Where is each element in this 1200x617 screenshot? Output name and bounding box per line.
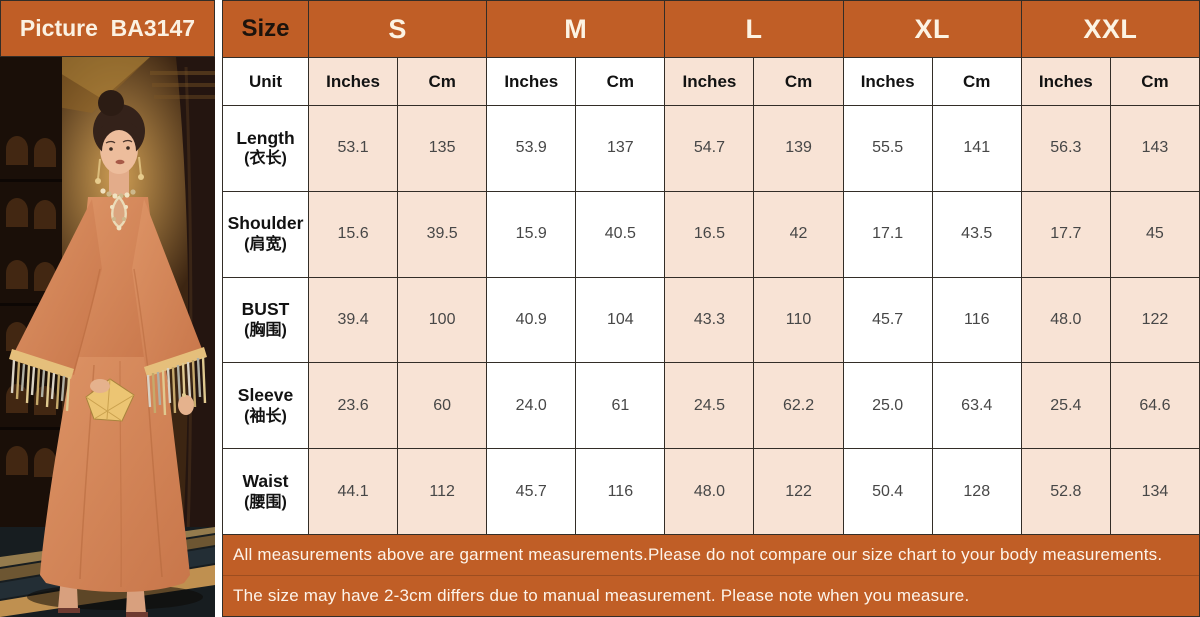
unit-cell: Cm <box>576 58 666 106</box>
unit-cell: Inches <box>665 58 755 106</box>
size-value-cell: 45 <box>1110 191 1200 278</box>
picture-title: Picture BA3147 <box>19 15 196 41</box>
note-line-1: All measurements above are garment measu… <box>233 545 1163 564</box>
size-value-cell: 50.4 <box>843 449 933 535</box>
size-value-cell: 122 <box>754 449 844 535</box>
size-value-cell: 17.1 <box>843 191 933 278</box>
unit-cell: Inches <box>843 58 933 106</box>
unit-cell: Cm <box>754 58 844 106</box>
size-header-xl: XL <box>843 1 1022 58</box>
size-value-cell: 62.2 <box>754 363 844 450</box>
note-line-2: The size may have 2-3cm differs due to m… <box>223 575 1199 616</box>
size-value-cell: 40.5 <box>576 191 666 278</box>
row-label-shoulder: Shoulder (肩宽) <box>223 191 309 278</box>
size-value-cell: 55.5 <box>843 106 933 192</box>
size-value-cell: 45.7 <box>487 449 577 535</box>
size-value-cell: 141 <box>932 106 1022 192</box>
product-photo-image <box>0 57 215 617</box>
size-value-cell: 43.5 <box>932 191 1022 278</box>
size-value-cell: 44.1 <box>309 449 399 535</box>
size-value-cell: 48.0 <box>665 449 755 535</box>
size-value-cell: 39.5 <box>398 191 488 278</box>
size-value-cell: 100 <box>398 277 488 364</box>
size-value-cell: 112 <box>398 449 488 535</box>
size-value-cell: 24.0 <box>487 363 577 450</box>
size-value-cell: 43.3 <box>665 277 755 364</box>
size-value-cell: 116 <box>932 277 1022 364</box>
size-value-cell: 40.9 <box>487 277 577 364</box>
size-value-cell: 54.7 <box>665 106 755 192</box>
unit-cell: Cm <box>398 58 488 106</box>
unit-cell: Cm <box>932 58 1022 106</box>
size-value-cell: 25.0 <box>843 363 933 450</box>
size-value-cell: 24.5 <box>665 363 755 450</box>
size-value-cell: 61 <box>576 363 666 450</box>
size-value-cell: 110 <box>754 277 844 364</box>
row-label-length: Length (衣长) <box>223 106 309 192</box>
sleeve-fringe <box>10 359 71 412</box>
unit-cell: Inches <box>1021 58 1111 106</box>
size-header-l: L <box>665 1 844 58</box>
size-value-cell: 25.4 <box>1021 363 1111 450</box>
size-value-cell: 45.7 <box>843 277 933 364</box>
size-value-cell: 134 <box>1110 449 1200 535</box>
unit-cell: Cm <box>1110 58 1200 106</box>
size-value-cell: 48.0 <box>1021 277 1111 364</box>
picture-header: Picture BA3147 <box>0 0 215 57</box>
size-value-cell: 53.9 <box>487 106 577 192</box>
size-value-cell: 64.6 <box>1110 363 1200 450</box>
size-value-cell: 16.5 <box>665 191 755 278</box>
size-value-cell: 53.1 <box>309 106 399 192</box>
size-value-cell: 137 <box>576 106 666 192</box>
size-value-cell: 56.3 <box>1021 106 1111 192</box>
size-value-cell: 122 <box>1110 277 1200 364</box>
size-value-cell: 15.6 <box>309 191 399 278</box>
size-chart-table: Size S M L XL XXL Unit Inches Cm Inches … <box>222 0 1200 535</box>
size-header-s: S <box>309 1 488 58</box>
jeweled-collar <box>100 188 136 231</box>
unit-row-label: Unit <box>223 58 309 106</box>
row-label-bust: BUST (胸围) <box>223 277 309 364</box>
size-value-cell: 143 <box>1110 106 1200 192</box>
size-value-cell: 63.4 <box>932 363 1022 450</box>
size-value-cell: 52.8 <box>1021 449 1111 535</box>
size-value-cell: 17.7 <box>1021 191 1111 278</box>
size-header-m: M <box>487 1 666 58</box>
unit-cell: Inches <box>309 58 399 106</box>
picture-panel: Picture BA3147 <box>0 0 215 617</box>
size-value-cell: 39.4 <box>309 277 399 364</box>
size-value-cell: 139 <box>754 106 844 192</box>
size-value-cell: 135 <box>398 106 488 192</box>
row-label-waist: Waist (腰围) <box>223 449 309 535</box>
size-value-cell: 15.9 <box>487 191 577 278</box>
size-value-cell: 104 <box>576 277 666 364</box>
size-value-cell: 128 <box>932 449 1022 535</box>
size-value-cell: 116 <box>576 449 666 535</box>
size-corner-header: Size <box>223 1 309 58</box>
measurement-notes: All measurements above are garment measu… <box>222 535 1200 617</box>
unit-cell: Inches <box>487 58 577 106</box>
size-header-xxl: XXL <box>1021 1 1200 58</box>
size-value-cell: 42 <box>754 191 844 278</box>
row-label-sleeve: Sleeve (袖长) <box>223 363 309 450</box>
photo-model-figure <box>9 90 207 617</box>
size-value-cell: 60 <box>398 363 488 450</box>
size-value-cell: 23.6 <box>309 363 399 450</box>
